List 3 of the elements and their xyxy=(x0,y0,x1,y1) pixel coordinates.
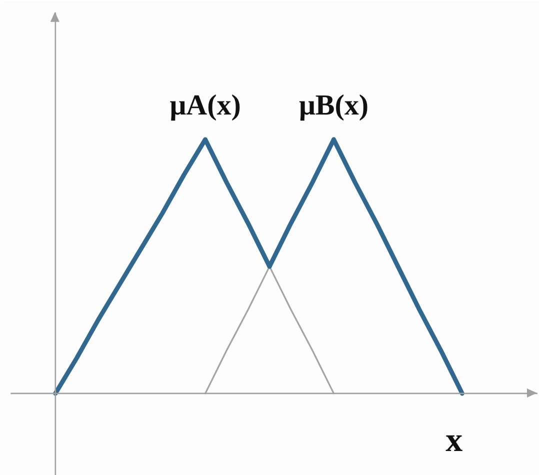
x-axis-title: x xyxy=(446,422,463,459)
series-label: μB(x) xyxy=(298,89,369,122)
series-label: μA(x) xyxy=(170,89,241,122)
